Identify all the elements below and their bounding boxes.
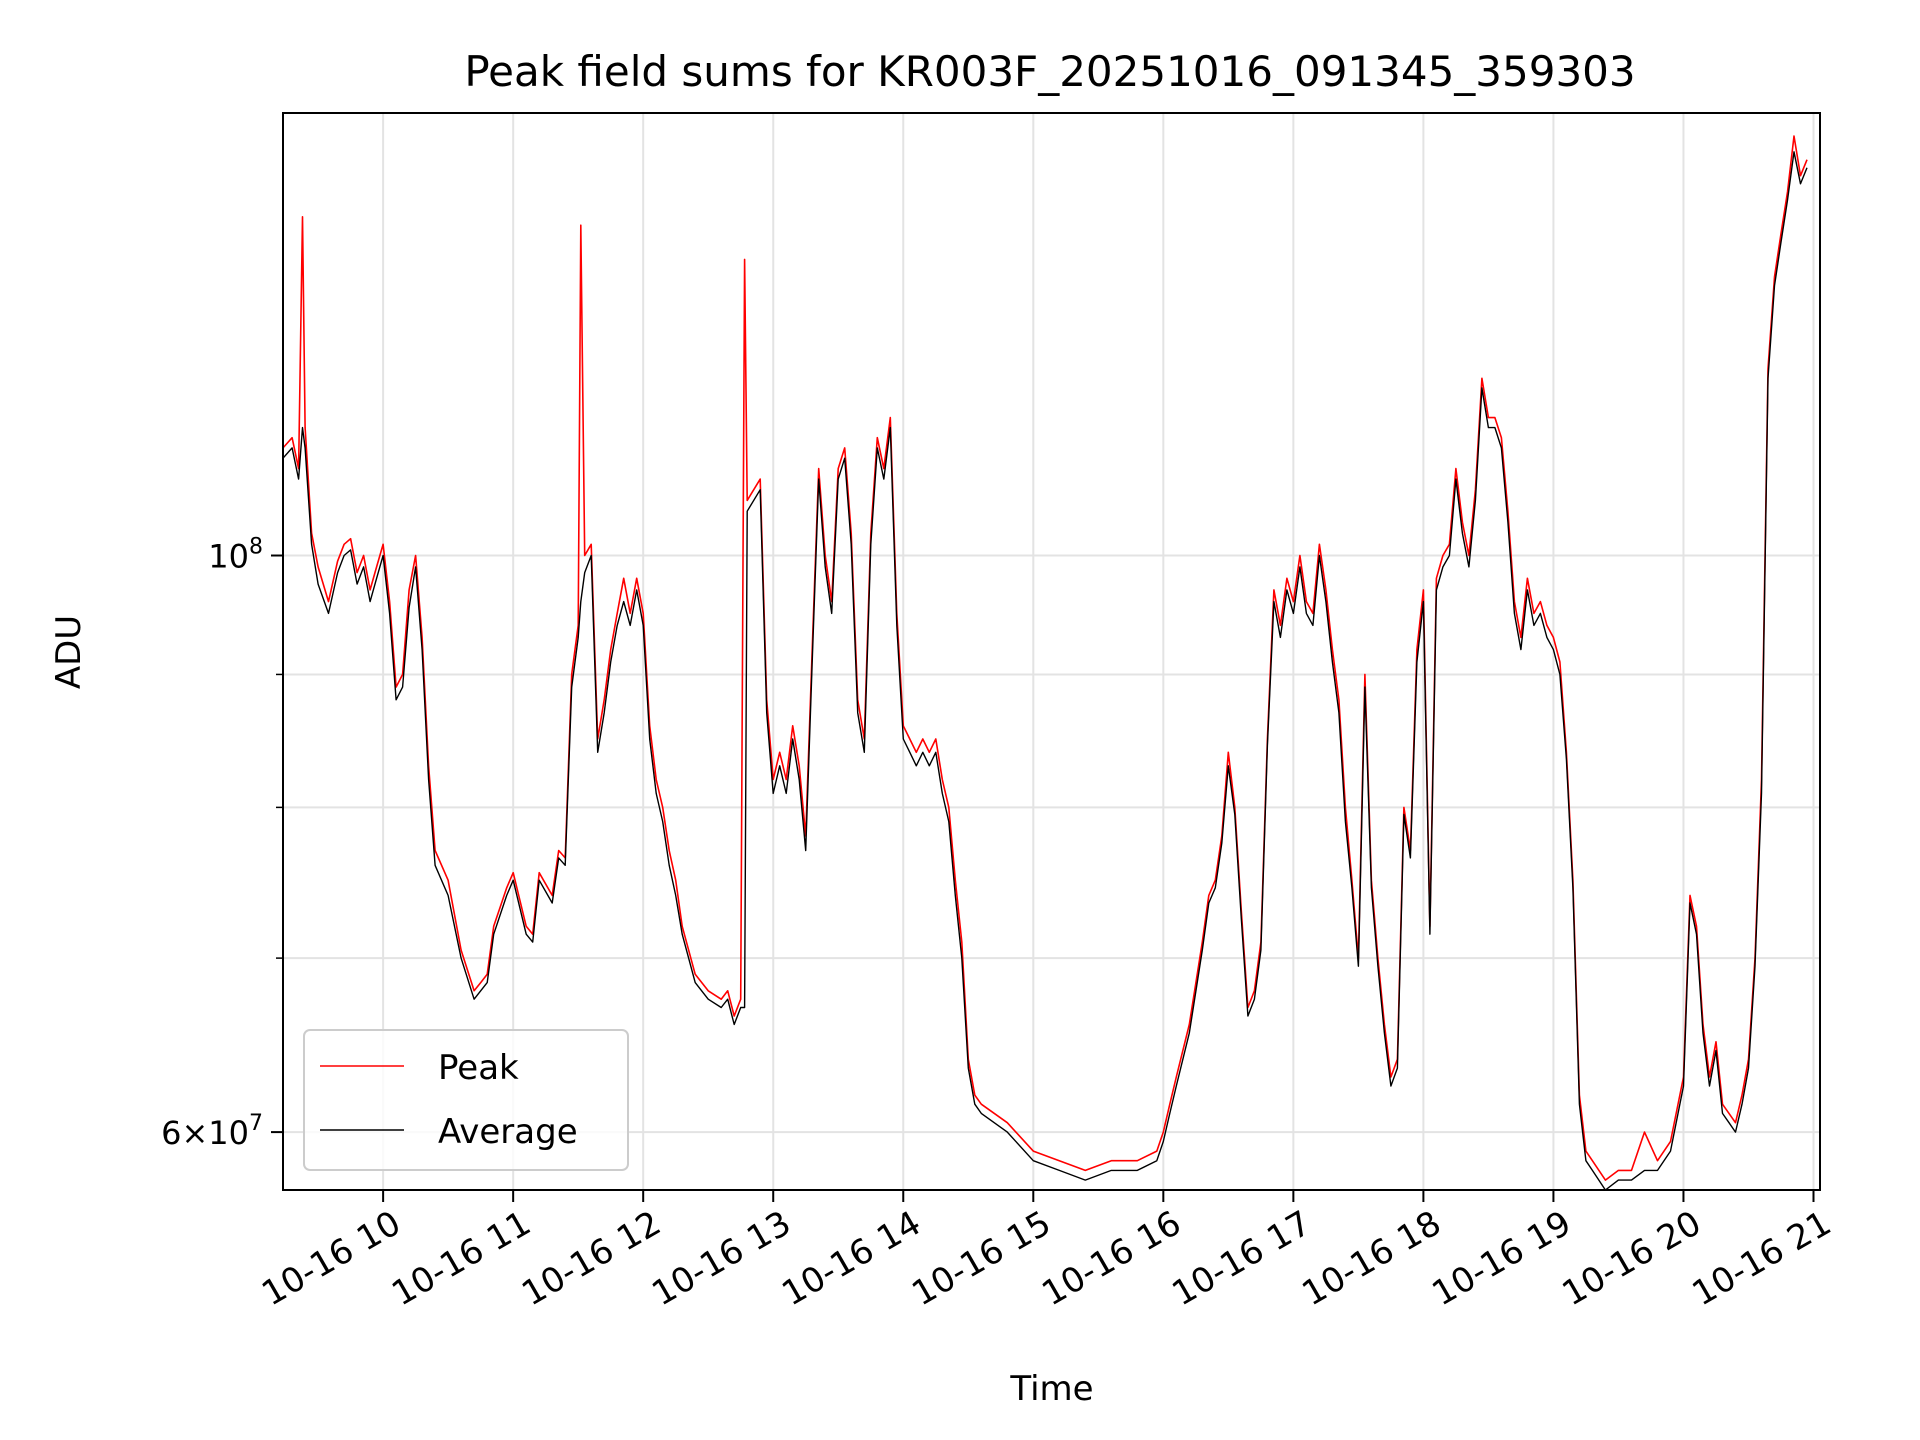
y-tick-label-base: 10 [208,538,249,576]
series-line-peak [283,135,1808,1181]
legend: Peak Average [303,1029,629,1171]
y-tick-label-exponent: 7 [249,1111,263,1136]
y-tick-label-exponent: 8 [249,535,263,560]
y-tick-label: 6×107 [161,1111,263,1152]
y-tick-label: 108 [208,535,263,576]
gridlines [283,113,1820,1190]
plot-frame [282,112,1821,1191]
y-axis-label: ADU [49,615,89,689]
chart-title: Peak field sums for KR003F_20251016_0913… [464,47,1635,96]
legend-label-peak: Peak [438,1048,519,1088]
legend-label-average: Average [438,1112,578,1152]
x-axis-label: Time [1009,1369,1093,1409]
y-axis: 6×107 108 [161,535,283,1152]
legend-box [303,1029,629,1171]
series-line-average [283,151,1808,1190]
series-layer [283,135,1808,1190]
y-tick-label-base: 6×10 [161,1114,249,1152]
